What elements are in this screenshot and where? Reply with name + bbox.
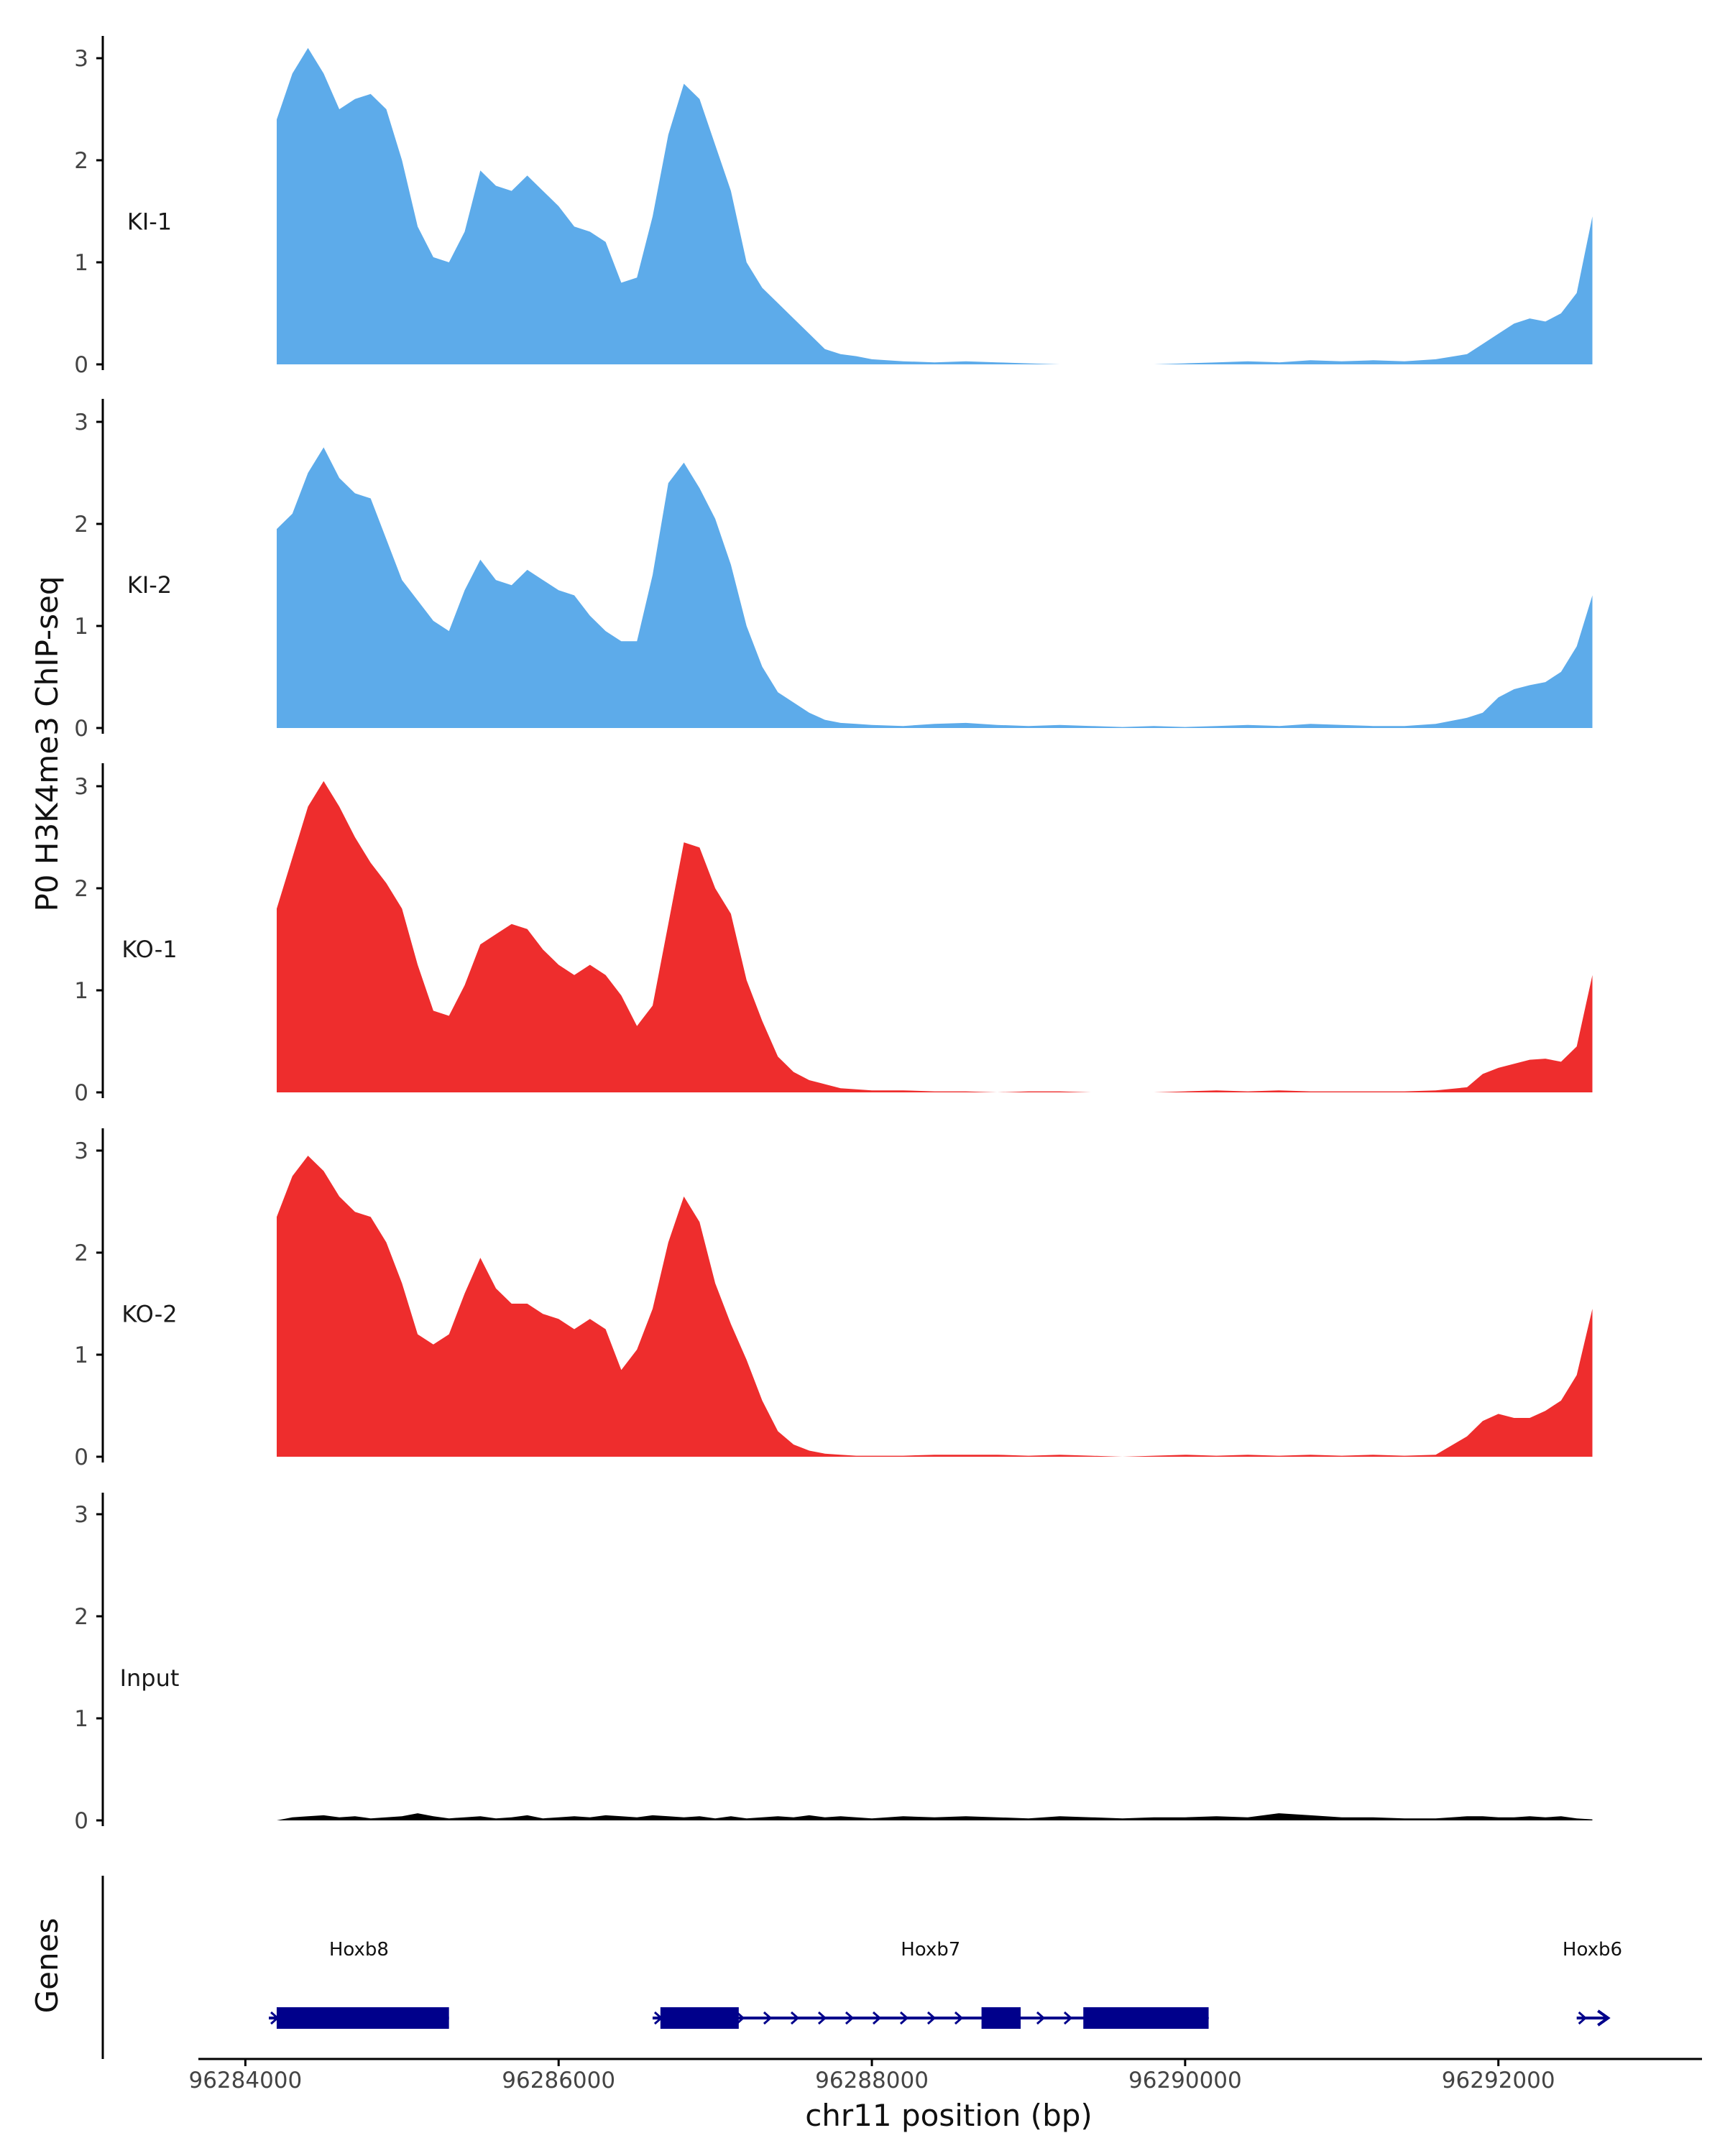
signal-area-ki-1 bbox=[277, 47, 1593, 365]
gene-exon bbox=[981, 2007, 1021, 2029]
strand-arrow bbox=[763, 2011, 773, 2025]
strand-arrow bbox=[926, 2011, 937, 2025]
y-tick-label: 1 bbox=[74, 978, 88, 1004]
strand-arrow bbox=[1036, 2011, 1046, 2025]
y-tick-label: 0 bbox=[74, 1808, 88, 1834]
gene-hoxb6: Hoxb6 bbox=[1563, 1939, 1622, 2027]
x-tick-label: 96284000 bbox=[188, 2068, 302, 2093]
strand-arrow bbox=[1063, 2011, 1073, 2025]
y-tick-label: 3 bbox=[74, 410, 88, 436]
strand-arrow bbox=[1597, 2009, 1611, 2027]
y-tick-label: 0 bbox=[74, 352, 88, 378]
y-tick-label: 2 bbox=[74, 512, 88, 538]
signal-tracks: 0 1 2 3 KI-1 0 1 2 3 KI-2 0 1 2 3 KO-1 0 1 2 3 KO-2 0 1 2 3 Inpu… bbox=[74, 36, 1593, 1834]
track-label: Input bbox=[120, 1664, 180, 1692]
y-tick-label: 2 bbox=[74, 876, 88, 902]
track-label: KO-1 bbox=[121, 936, 177, 963]
gene-exon bbox=[1083, 2007, 1209, 2029]
x-tick-label: 96290000 bbox=[1128, 2068, 1242, 2093]
y-tick-label: 3 bbox=[74, 1138, 88, 1164]
gene-exon bbox=[276, 2007, 449, 2029]
gene-hoxb8: Hoxb8 bbox=[269, 1939, 449, 2029]
y-tick-label: 0 bbox=[74, 1080, 88, 1106]
signal-area-ko-2 bbox=[277, 1156, 1593, 1457]
gene-label: Hoxb6 bbox=[1563, 1939, 1622, 1961]
x-axis: 96284000 96286000 96288000 96290000 96292000 bbox=[188, 2058, 1702, 2093]
track-input: 0 1 2 3 Input bbox=[74, 1493, 1593, 1834]
y-tick-label: 0 bbox=[74, 716, 88, 742]
track-label: KI-1 bbox=[127, 208, 172, 236]
gene-label: Hoxb8 bbox=[329, 1939, 389, 1961]
y-tick-label: 0 bbox=[74, 1445, 88, 1470]
strand-arrow bbox=[1578, 2011, 1587, 2025]
strand-arrow bbox=[954, 2011, 964, 2025]
y-tick-label: 3 bbox=[74, 1502, 88, 1528]
y-tick-label: 1 bbox=[74, 1342, 88, 1368]
signal-area-ki-2 bbox=[277, 447, 1593, 728]
signal-area-ko-1 bbox=[277, 780, 1593, 1092]
track-ko-1: 0 1 2 3 KO-1 bbox=[74, 763, 1593, 1106]
y-tick-label: 1 bbox=[74, 1706, 88, 1732]
track-ki-2: 0 1 2 3 KI-2 bbox=[74, 399, 1593, 742]
x-axis-title: chr11 position (bp) bbox=[805, 2098, 1092, 2133]
strand-arrow bbox=[817, 2011, 827, 2025]
track-label: KI-2 bbox=[127, 571, 172, 599]
y-axis-title: P0 H3K4me3 ChIP-seq bbox=[29, 576, 65, 911]
track-label: KO-2 bbox=[121, 1301, 177, 1328]
strand-arrow bbox=[899, 2011, 909, 2025]
y-tick-label: 1 bbox=[74, 614, 88, 640]
strand-arrow bbox=[790, 2011, 800, 2025]
y-tick-label: 3 bbox=[74, 46, 88, 72]
track-ko-2: 0 1 2 3 KO-2 bbox=[74, 1128, 1593, 1470]
gene-exon bbox=[660, 2007, 739, 2029]
strand-arrow bbox=[735, 2011, 745, 2025]
x-tick-label: 96288000 bbox=[815, 2068, 929, 2093]
x-tick-label: 96286000 bbox=[502, 2068, 615, 2093]
y-tick-label: 2 bbox=[74, 1604, 88, 1630]
genes-axis-title: Genes bbox=[29, 1918, 65, 2014]
strand-arrow bbox=[845, 2011, 855, 2025]
signal-area-input bbox=[277, 1813, 1593, 1820]
y-tick-label: 2 bbox=[74, 148, 88, 174]
strand-arrow bbox=[872, 2011, 882, 2025]
x-tick-label: 96292000 bbox=[1442, 2068, 1555, 2093]
gene-hoxb7: Hoxb7 bbox=[652, 1939, 1210, 2029]
y-tick-label: 3 bbox=[74, 774, 88, 800]
y-tick-label: 2 bbox=[74, 1240, 88, 1266]
y-tick-label: 1 bbox=[74, 250, 88, 276]
gene-track: Hoxb8 Hoxb7 Hoxb6 bbox=[101, 1876, 1622, 2059]
track-ki-1: 0 1 2 3 KI-1 bbox=[74, 36, 1593, 378]
gene-label: Hoxb7 bbox=[901, 1939, 960, 1961]
